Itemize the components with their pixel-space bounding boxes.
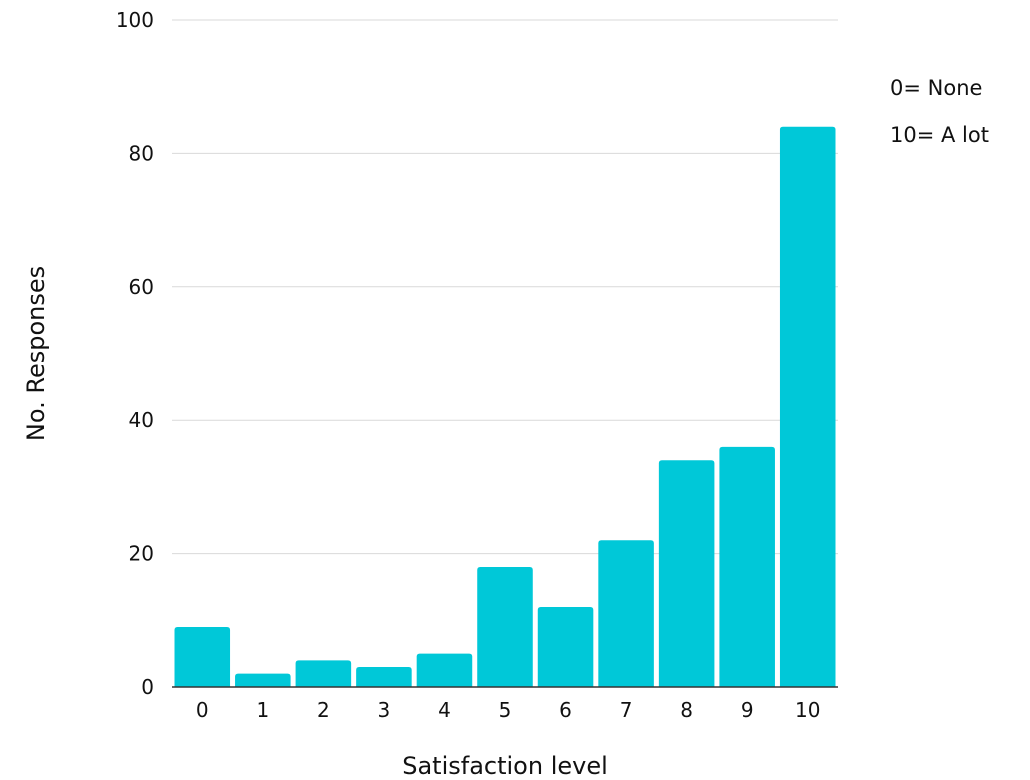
bars (174, 126, 836, 688)
x-tick-label: 8 (680, 698, 693, 722)
y-axis-title: No. Responses (22, 266, 50, 441)
y-tick-label: 40 (129, 408, 154, 432)
y-tick-label: 0 (141, 675, 154, 699)
x-tick-label: 9 (741, 698, 754, 722)
bar-1 (235, 673, 291, 687)
x-tick-label: 5 (499, 698, 512, 722)
bar-5 (477, 566, 533, 687)
x-tick-label: 4 (438, 698, 451, 722)
bar-10 (779, 126, 836, 688)
bar-2 (295, 660, 352, 687)
bar-8 (658, 460, 715, 687)
x-tick-label: 3 (378, 698, 391, 722)
bar-3 (356, 666, 412, 687)
bar-0 (174, 626, 231, 687)
x-tick-label: 2 (317, 698, 330, 722)
x-tick-label: 1 (256, 698, 269, 722)
y-tick-label: 100 (116, 8, 154, 32)
x-tick-label: 7 (620, 698, 633, 722)
y-tick-label: 60 (129, 275, 154, 299)
scale-note-none: 0= None (890, 76, 982, 100)
bar-9 (719, 446, 775, 687)
y-axis-ticks: 0 20 40 60 80 100 (116, 8, 154, 699)
x-tick-label: 0 (196, 698, 209, 722)
x-axis-title: Satisfaction level (402, 752, 608, 780)
x-axis-ticks: 0 1 2 3 4 5 6 7 8 9 10 (196, 698, 821, 722)
bar-7 (598, 540, 654, 687)
y-tick-label: 20 (129, 542, 154, 566)
x-tick-label: 10 (795, 698, 820, 722)
x-tick-label: 6 (559, 698, 572, 722)
bar-6 (537, 606, 594, 687)
scale-note-a-lot: 10= A lot (890, 123, 989, 147)
bar-4 (416, 653, 473, 687)
y-tick-label: 80 (129, 141, 154, 165)
